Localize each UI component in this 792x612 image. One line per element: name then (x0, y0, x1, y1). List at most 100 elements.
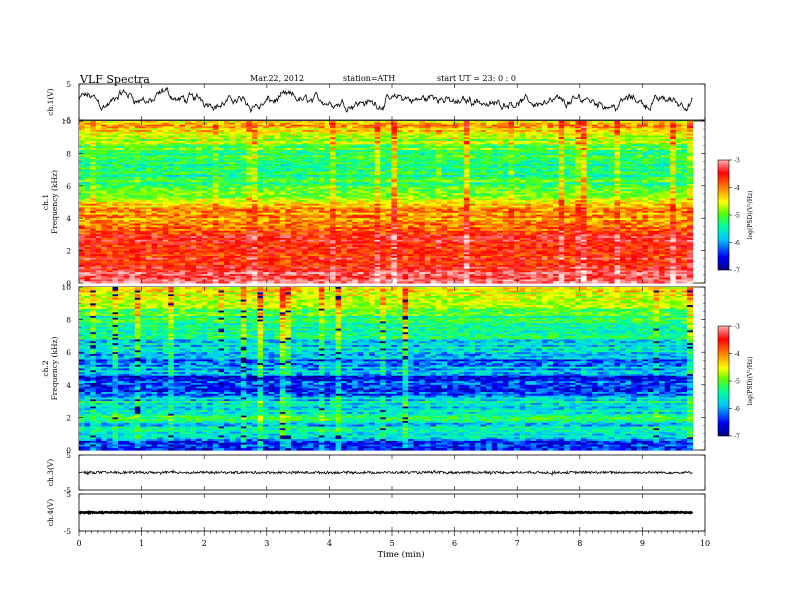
spectrogram-cell (631, 155, 638, 158)
spectrogram-cell (302, 146, 309, 149)
spectrogram-cell (458, 155, 465, 158)
spectrogram-cell (553, 149, 560, 153)
spectrogram-cell (558, 158, 565, 162)
spectrogram-cell (575, 148, 582, 151)
spectrogram-cell (608, 135, 615, 138)
spectrogram-cell (619, 133, 627, 136)
spectrogram-cell (586, 157, 593, 160)
spectrogram-cell (402, 157, 409, 160)
spectrogram-cell (157, 140, 164, 144)
spectrogram-cell (547, 180, 554, 183)
spectrogram-cell (608, 155, 615, 158)
spectrogram-cell (547, 155, 554, 158)
spectrogram-cell (508, 122, 515, 126)
spectrogram-cell (408, 167, 415, 171)
spectrogram-cell (486, 171, 493, 174)
spectrogram-cell (374, 137, 381, 140)
spectrogram-cell (357, 122, 365, 126)
spectrogram-cell (686, 164, 694, 167)
spectrogram-cell (145, 178, 153, 181)
spectrogram-cell (435, 133, 443, 136)
spectrogram-cell (402, 151, 409, 154)
spectrogram-cell (547, 139, 554, 142)
spectrogram-cell (341, 166, 348, 169)
spectrogram-cell (335, 148, 342, 151)
spectrogram-cell (435, 130, 443, 133)
spectrogram-cell (179, 166, 186, 169)
spectrogram-cell (363, 180, 370, 183)
spectrogram-cell (290, 131, 298, 135)
spectrogram-cell (564, 166, 571, 169)
spectrogram-cell (659, 153, 666, 156)
spectrogram-cell (586, 171, 593, 174)
spectrogram-cell (408, 185, 415, 189)
spectrogram-cell (625, 178, 632, 181)
spectrogram-cell (631, 146, 638, 149)
spectrogram-cell (129, 182, 136, 185)
spectrogram-cell (224, 167, 231, 171)
spectrogram-cell (614, 137, 621, 140)
spectrogram-cell (173, 176, 180, 180)
spectrogram-cell (430, 149, 437, 153)
spectrogram-cell (547, 182, 554, 185)
spectrogram-cell (675, 180, 682, 183)
spectrogram-cell (625, 180, 632, 183)
spectrogram-cell (307, 173, 314, 176)
spectrogram-cell (240, 160, 247, 163)
spectrogram-cell (84, 184, 91, 187)
spectrogram-cell (486, 158, 493, 162)
spectrogram-cell (218, 149, 225, 153)
spectrogram-cell (396, 180, 404, 183)
spectrogram-cell (346, 182, 353, 185)
spectrogram-cell (212, 185, 220, 189)
spectrogram-cell (580, 178, 588, 181)
spectrogram-cell (95, 140, 102, 144)
spectrogram-cell (129, 121, 136, 124)
spectrogram-cell (625, 126, 632, 129)
spectrogram-cell (497, 164, 504, 167)
spectrogram-cell (207, 126, 214, 129)
spectrogram-cell (346, 176, 353, 180)
spectrogram-cell (519, 124, 526, 127)
spectrogram-cell (90, 155, 97, 158)
spectrogram-cell (502, 142, 510, 145)
spectrogram-cell (580, 157, 588, 160)
spectrogram-cell (201, 184, 208, 187)
spectrogram-cell (313, 126, 320, 129)
spectrogram-cell (480, 175, 487, 178)
spectrogram-cell (530, 166, 537, 169)
spectrogram-cell (452, 160, 459, 163)
spectrogram-cell (463, 124, 470, 127)
spectrogram-cell (302, 180, 309, 183)
spectrogram-cell (452, 180, 459, 183)
spectrogram-cell (274, 184, 281, 187)
spectrogram-cell (553, 121, 560, 124)
spectrogram-cell (134, 185, 141, 189)
spectrogram-cell (251, 167, 259, 171)
spectrogram-cell (129, 166, 136, 169)
spectrogram-cell (647, 146, 655, 149)
spectrogram-cell (575, 157, 582, 160)
spectrogram-cell (318, 144, 325, 147)
spectrogram-cell (569, 175, 576, 178)
spectrogram-cell (603, 149, 610, 153)
spectrogram-cell (279, 176, 286, 180)
spectrogram-cell (263, 184, 270, 187)
spectrogram-cell (502, 139, 510, 142)
spectrogram-cell (212, 122, 220, 126)
spectrogram-cell (285, 121, 292, 124)
spectrogram-cell (329, 169, 337, 172)
spectrogram-cell (84, 126, 91, 129)
spectrogram-cell (458, 175, 465, 178)
spectrogram-cell (207, 121, 214, 124)
spectrogram-cell (240, 164, 247, 167)
spectrogram-cell (201, 140, 208, 144)
spectrogram-cell (290, 139, 298, 142)
spectrogram-cell (329, 160, 337, 163)
spectrogram-cell (246, 182, 253, 185)
spectrogram-cell (179, 151, 186, 154)
spectrogram-cell (313, 137, 320, 140)
spectrogram-cell (553, 126, 560, 129)
spectrogram-cell (307, 139, 314, 142)
spectrogram-cell (558, 157, 565, 160)
